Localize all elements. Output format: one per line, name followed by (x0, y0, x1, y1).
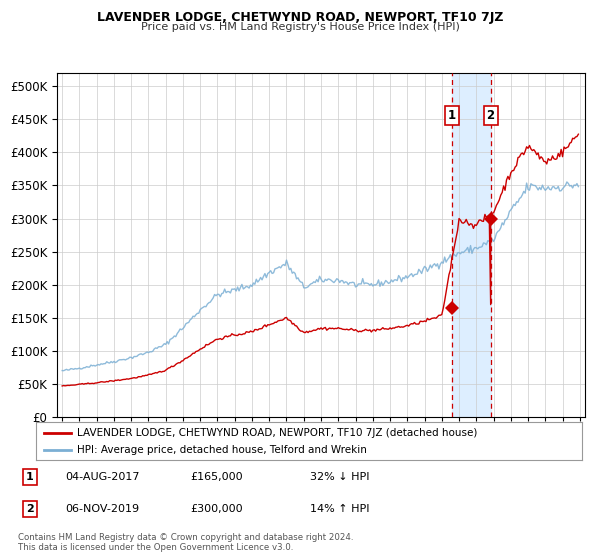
Text: Contains HM Land Registry data © Crown copyright and database right 2024.: Contains HM Land Registry data © Crown c… (18, 533, 353, 542)
Text: LAVENDER LODGE, CHETWYND ROAD, NEWPORT, TF10 7JZ (detached house): LAVENDER LODGE, CHETWYND ROAD, NEWPORT, … (77, 427, 478, 437)
Text: 32% ↓ HPI: 32% ↓ HPI (310, 472, 370, 482)
Text: 06-NOV-2019: 06-NOV-2019 (65, 504, 139, 514)
Bar (452, 73, 491, 417)
Text: £165,000: £165,000 (190, 472, 242, 482)
Text: 04-AUG-2017: 04-AUG-2017 (65, 472, 139, 482)
Text: HPI: Average price, detached house, Telford and Wrekin: HPI: Average price, detached house, Telf… (77, 445, 367, 455)
Text: 2: 2 (26, 504, 34, 514)
Text: 14% ↑ HPI: 14% ↑ HPI (310, 504, 370, 514)
Text: LAVENDER LODGE, CHETWYND ROAD, NEWPORT, TF10 7JZ: LAVENDER LODGE, CHETWYND ROAD, NEWPORT, … (97, 11, 503, 24)
Text: £300,000: £300,000 (190, 504, 242, 514)
Text: 1: 1 (26, 472, 34, 482)
Text: 1: 1 (448, 109, 456, 122)
Text: This data is licensed under the Open Government Licence v3.0.: This data is licensed under the Open Gov… (18, 543, 293, 552)
Text: Price paid vs. HM Land Registry's House Price Index (HPI): Price paid vs. HM Land Registry's House … (140, 22, 460, 32)
Text: 2: 2 (487, 109, 495, 122)
